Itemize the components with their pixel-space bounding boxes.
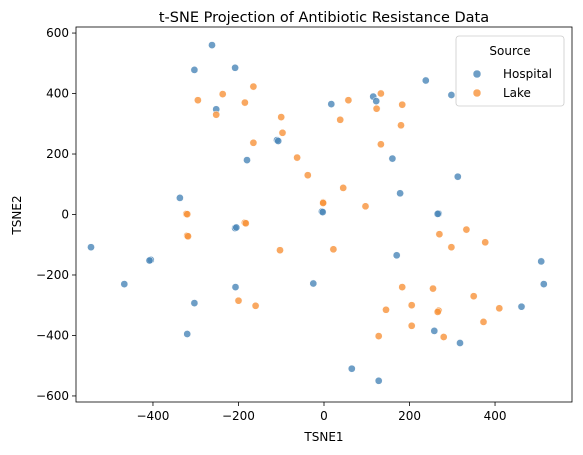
y-tick-label: −400 (36, 328, 69, 342)
point-lake-46 (251, 301, 260, 310)
y-tick-label: 200 (46, 147, 69, 161)
point-hospital-17 (309, 279, 318, 288)
y-tick-label: 400 (46, 87, 69, 101)
point-lake-12 (336, 115, 345, 124)
point-hospital-29 (433, 210, 442, 218)
point-lake-10 (344, 96, 353, 105)
legend-label-hospital: Hospital (503, 67, 552, 81)
point-hospital-27 (396, 189, 404, 198)
point-hospital-0 (208, 41, 216, 49)
point-lake-26 (241, 219, 250, 228)
point-lake-28 (329, 245, 338, 254)
point-lake-14 (398, 100, 407, 109)
point-lake-8 (293, 153, 301, 162)
point-lake-32 (447, 243, 456, 252)
legend-box (455, 35, 565, 107)
point-lake-36 (407, 301, 416, 310)
point-lake-43 (374, 332, 383, 340)
point-lake-24 (184, 232, 192, 241)
y-tick-label: 600 (46, 26, 69, 40)
x-axis: −400 −200 0 200 400 (136, 402, 506, 423)
y-tick-label: −200 (36, 268, 69, 282)
point-lake-45 (234, 296, 243, 305)
point-lake-20 (361, 202, 370, 211)
point-hospital-31 (430, 327, 439, 335)
point-hospital-9 (232, 223, 241, 232)
point-hospital-20 (327, 100, 336, 108)
x-tick-label: 400 (484, 409, 507, 423)
x-tick-label: 200 (398, 409, 421, 423)
point-lake-37 (382, 305, 390, 314)
point-lake-17 (339, 184, 348, 192)
y-tick-label: 0 (61, 208, 69, 222)
point-hospital-1 (231, 63, 239, 72)
point-lake-31 (435, 230, 444, 239)
point-hospital-26 (453, 172, 462, 181)
point-hospital-11 (145, 256, 154, 265)
point-lake-34 (429, 284, 437, 293)
point-lake-5 (277, 113, 286, 121)
point-hospital-15 (190, 299, 199, 307)
y-axis: −600 −400 −200 0 200 400 600 (36, 26, 76, 403)
point-hospital-14 (231, 283, 240, 291)
point-hospital-5 (274, 137, 283, 145)
y-tick-label: −600 (36, 389, 69, 403)
point-lake-4 (241, 98, 249, 107)
legend-label-lake: Lake (503, 86, 531, 100)
point-hospital-33 (347, 364, 356, 373)
point-hospital-35 (517, 302, 526, 311)
point-hospital-23 (421, 76, 430, 85)
point-lake-2 (212, 110, 221, 119)
points-layer (87, 41, 548, 385)
legend-title: Source (489, 44, 530, 58)
point-lake-35 (469, 292, 478, 301)
point-lake-9 (303, 171, 312, 180)
point-lake-41 (479, 318, 488, 326)
point-hospital-34 (374, 376, 383, 385)
point-hospital-16 (183, 330, 192, 338)
point-lake-33 (398, 283, 407, 291)
point-lake-22 (183, 210, 192, 219)
point-lake-39 (433, 308, 442, 316)
point-lake-44 (439, 333, 448, 341)
point-hospital-30 (392, 251, 401, 260)
legend-marker-lake (472, 88, 482, 98)
point-hospital-36 (537, 257, 546, 266)
point-hospital-13 (120, 280, 129, 288)
point-hospital-37 (539, 280, 548, 288)
point-lake-16 (377, 140, 385, 149)
point-hospital-6 (243, 156, 251, 164)
x-tick-label: −200 (222, 409, 255, 423)
point-lake-29 (462, 225, 471, 234)
x-axis-label: TSNE1 (303, 430, 343, 444)
point-hospital-2 (190, 66, 199, 74)
point-lake-15 (397, 121, 405, 130)
point-hospital-7 (176, 194, 184, 202)
point-lake-30 (481, 238, 490, 247)
chart-title: t-SNE Projection of Antibiotic Resistanc… (159, 10, 489, 26)
point-lake-40 (495, 304, 504, 313)
point-hospital-24 (447, 91, 456, 99)
y-axis-label: TSNE2 (10, 195, 24, 235)
point-lake-0 (194, 96, 202, 105)
point-lake-11 (377, 89, 385, 98)
legend: Source Hospital Lake (455, 35, 565, 107)
legend-marker-hospital (472, 69, 482, 79)
point-lake-6 (278, 128, 287, 137)
point-lake-42 (407, 321, 416, 330)
point-hospital-32 (456, 339, 464, 347)
point-lake-19 (319, 199, 327, 207)
point-hospital-19 (318, 208, 327, 216)
point-lake-13 (372, 104, 381, 113)
point-hospital-25 (388, 154, 397, 163)
point-hospital-22 (372, 97, 381, 105)
point-lake-7 (249, 138, 258, 147)
point-lake-27 (276, 246, 284, 255)
point-hospital-12 (87, 243, 95, 252)
x-tick-label: 0 (320, 409, 328, 423)
point-lake-3 (249, 82, 258, 91)
point-lake-1 (218, 90, 227, 98)
x-tick-label: −400 (136, 409, 169, 423)
